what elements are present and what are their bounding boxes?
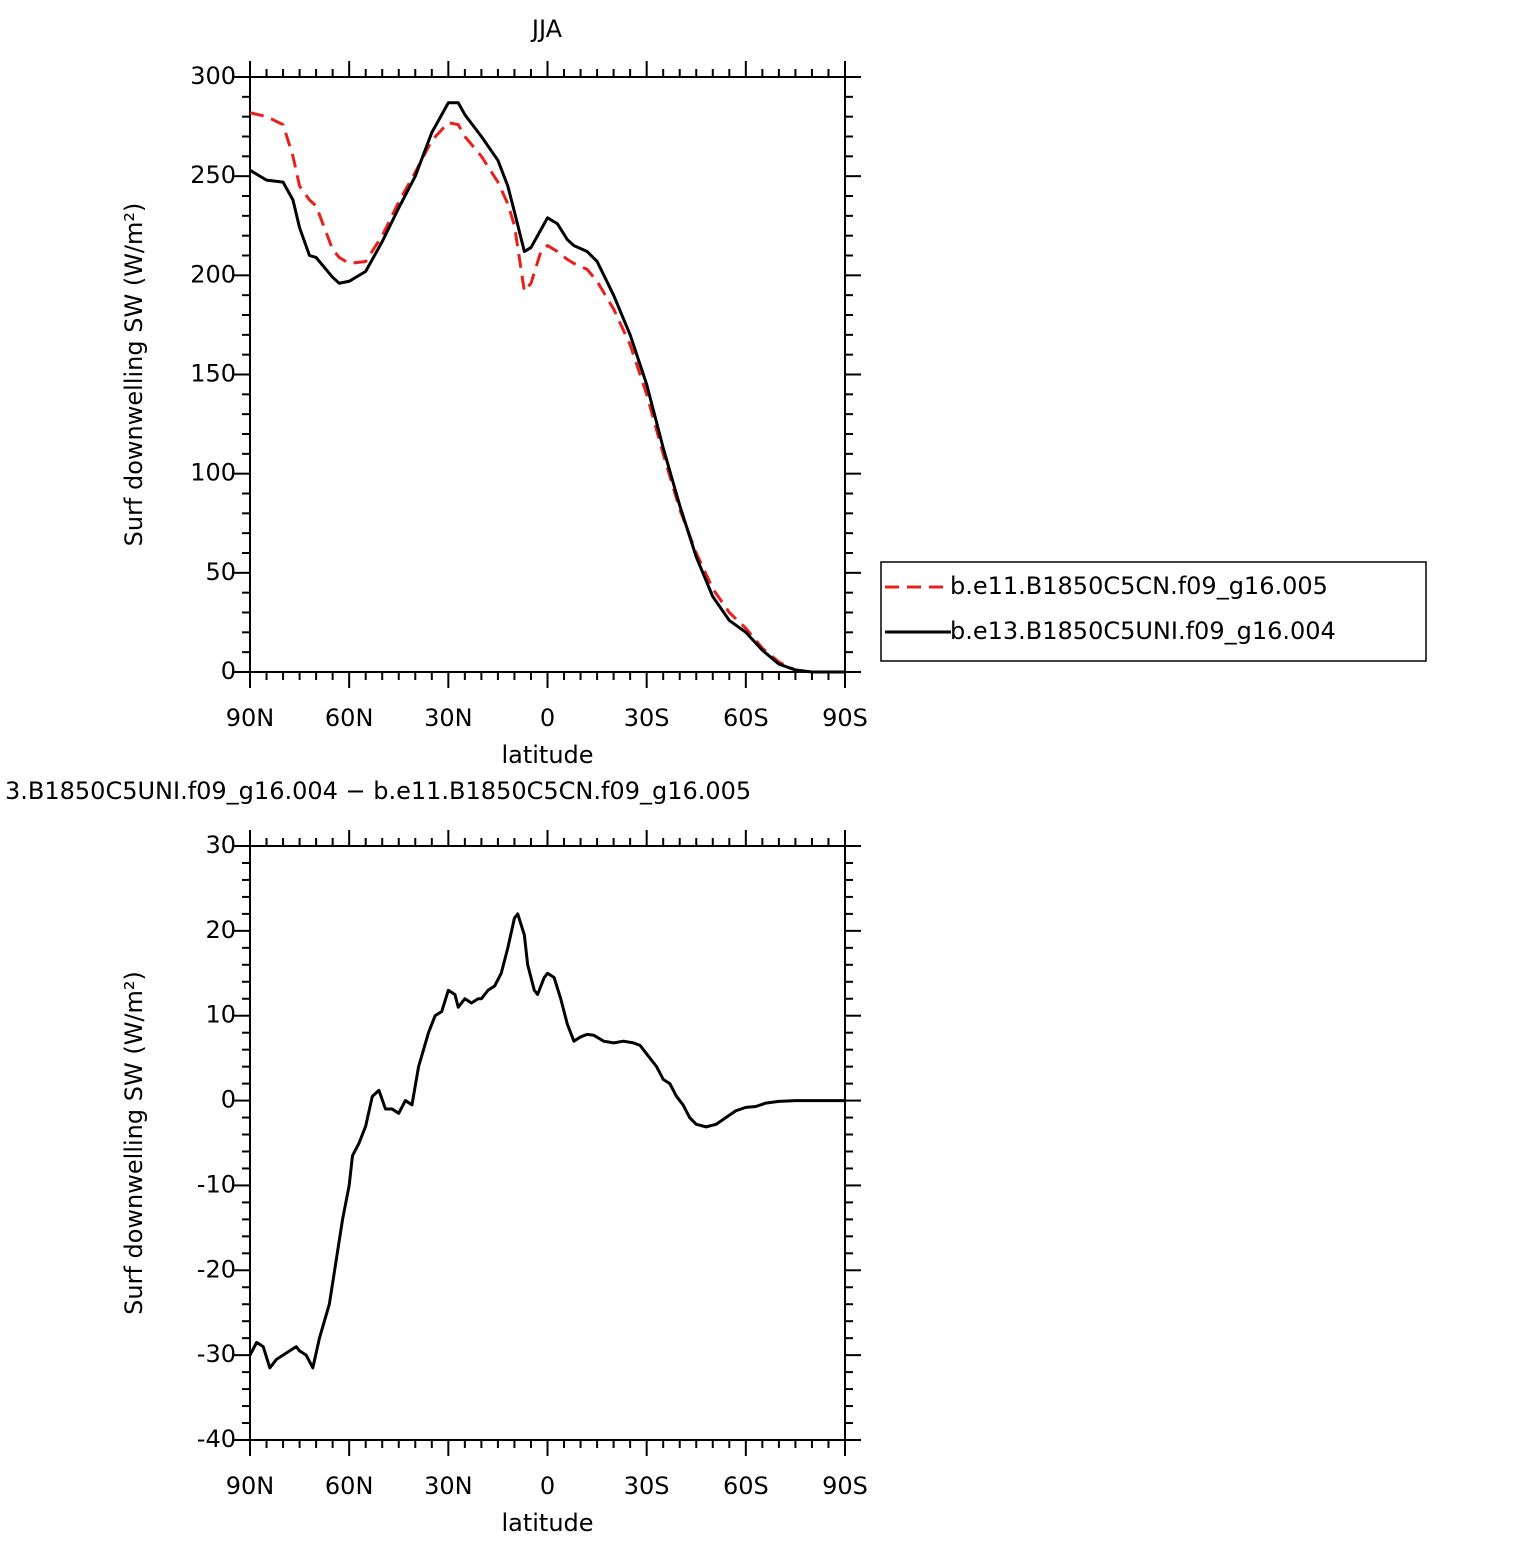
y-axis-label: Surf downwelling SW (W/m²)	[120, 203, 148, 547]
y-tick-label: 0	[221, 657, 236, 685]
x-tick-label: 60N	[325, 1472, 374, 1500]
x-tick-label: 30N	[424, 704, 473, 732]
y-tick-label: 300	[190, 62, 236, 90]
x-tick-label: 30S	[624, 704, 670, 732]
y-tick-label: 30	[205, 831, 236, 859]
chart-title: 3.B1850C5UNI.f09_g16.004 − b.e11.B1850C5…	[5, 777, 751, 805]
x-tick-label: 60S	[723, 1472, 769, 1500]
x-tick-label: 90S	[822, 704, 868, 732]
y-tick-label: 250	[190, 161, 236, 189]
y-tick-label: -40	[197, 1425, 236, 1453]
y-tick-label: 100	[190, 459, 236, 487]
x-tick-label: 0	[540, 1472, 555, 1500]
x-tick-label: 60S	[723, 704, 769, 732]
y-tick-label: 200	[190, 260, 236, 288]
y-tick-label: 150	[190, 360, 236, 388]
legend-label: b.e13.B1850C5UNI.f09_g16.004	[950, 617, 1336, 645]
chart-title: JJA	[530, 15, 563, 43]
x-tick-label: 90N	[226, 704, 275, 732]
y-tick-label: 0	[221, 1086, 236, 1114]
x-tick-label: 0	[540, 704, 555, 732]
x-tick-label: 90N	[226, 1472, 275, 1500]
y-tick-label: 20	[205, 916, 236, 944]
y-tick-label: -30	[197, 1340, 236, 1368]
x-tick-label: 60N	[325, 704, 374, 732]
x-tick-label: 90S	[822, 1472, 868, 1500]
legend-box	[880, 561, 1427, 662]
y-axis-label: Surf downwelling SW (W/m²)	[120, 971, 148, 1315]
legend-label: b.e11.B1850C5CN.f09_g16.005	[950, 572, 1328, 600]
data-line	[249, 111, 845, 674]
y-tick-label: -10	[197, 1170, 236, 1198]
plot-frame	[249, 76, 846, 673]
data-line	[248, 912, 845, 1370]
x-axis-label: latitude	[501, 741, 593, 769]
x-tick-label: 30N	[424, 1472, 473, 1500]
plot-frame	[249, 845, 846, 1441]
x-tick-label: 30S	[624, 1472, 670, 1500]
data-line	[249, 101, 845, 674]
y-tick-label: 50	[205, 558, 236, 586]
y-tick-label: 10	[205, 1001, 236, 1029]
y-tick-label: -20	[197, 1255, 236, 1283]
x-axis-label: latitude	[501, 1509, 593, 1537]
